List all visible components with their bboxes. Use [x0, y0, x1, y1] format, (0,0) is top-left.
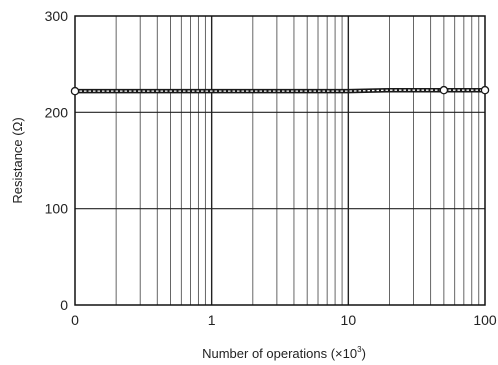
y-axis-label: Resistance (Ω)	[10, 117, 25, 203]
x-axis-label-tail: )	[362, 346, 366, 361]
x-axis-label-main: Number of operations (×10	[202, 346, 357, 361]
x-tick-label: 1	[208, 312, 216, 328]
x-axis-label: Number of operations (×103)	[202, 345, 366, 361]
y-tick-labels: 0 100 200 300	[45, 8, 69, 313]
x-tick-labels: 0 1 10 100	[71, 312, 497, 328]
data-point-marker	[70, 86, 80, 96]
x-tick-label: 100	[473, 312, 497, 328]
y-tick-label: 0	[60, 297, 68, 313]
y-tick-label: 100	[45, 201, 69, 217]
x-tick-label: 0	[71, 312, 79, 328]
x-tick-label: 10	[341, 312, 357, 328]
y-tick-label: 200	[45, 104, 69, 120]
series-line-highlight	[75, 89, 485, 92]
data-point-marker	[480, 85, 490, 95]
data-point-marker	[439, 85, 449, 95]
x-axis-label-exponent: 3	[357, 345, 362, 354]
grid-layer	[75, 16, 485, 305]
plot-frame	[74, 15, 486, 306]
y-tick-label: 300	[45, 8, 69, 24]
series-layer	[70, 85, 490, 96]
